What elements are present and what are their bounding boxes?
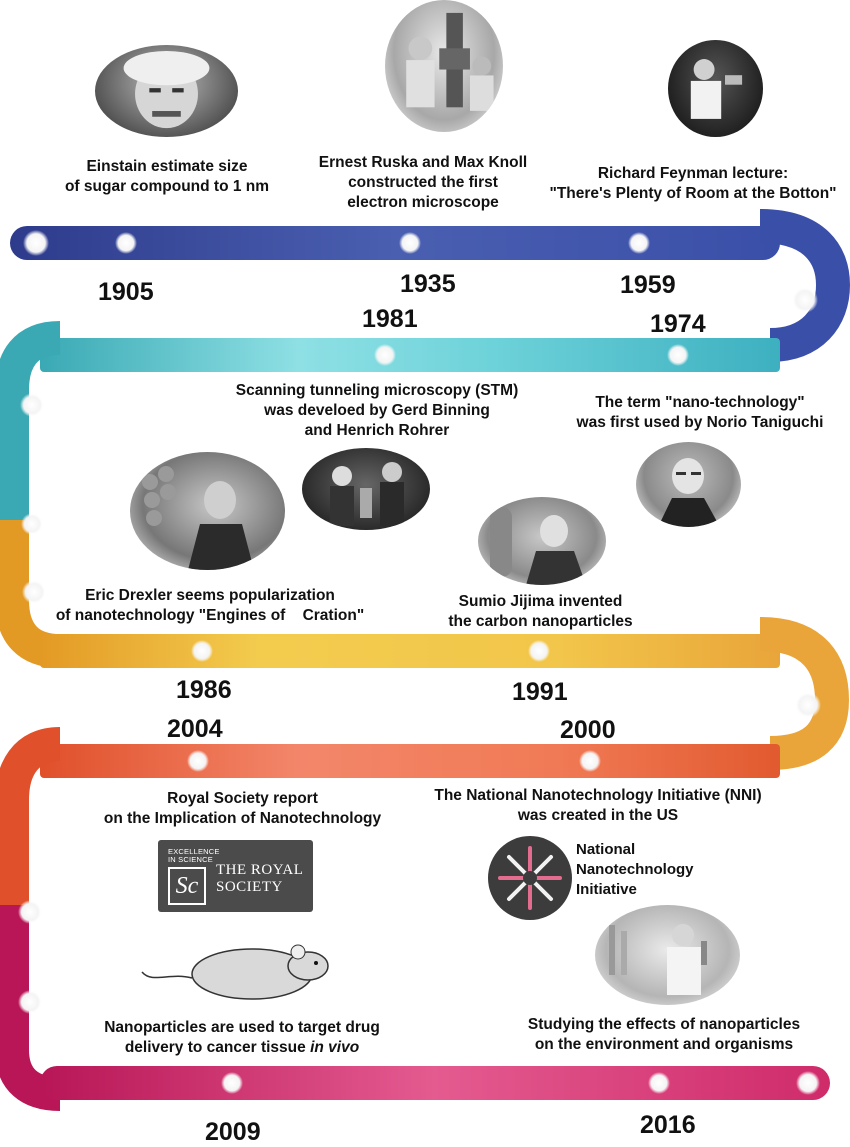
year-1986: 1986 — [176, 676, 232, 704]
iijima-photo — [478, 497, 606, 585]
dot-1935 — [399, 232, 421, 254]
royal-society-name: THE ROYAL SOCIETY — [216, 862, 304, 895]
dot-end — [796, 1071, 820, 1095]
dot-1991 — [528, 640, 550, 662]
ruska-knoll-photo — [385, 0, 503, 132]
dot-2004 — [187, 750, 209, 772]
caption-1986: Eric Drexler seems popularization of nano… — [55, 587, 365, 624]
year-1959: 1959 — [620, 271, 676, 299]
dot-turn-5 — [795, 692, 821, 718]
caption-1905: Einstain estimate size of sugar compound … — [64, 158, 270, 195]
binnig-rohrer-photo — [302, 448, 430, 530]
caption-1959: Richard Feynman lecture: "There's Plenty … — [549, 165, 837, 202]
year-2004: 2004 — [167, 715, 223, 743]
caption-1991: Sumio Jijima invented the carbon nanopart… — [448, 593, 633, 630]
dot-1905 — [115, 232, 137, 254]
royal-society-badge: EXCELLENCE IN SCIENCE — [168, 847, 220, 864]
einstein-photo — [95, 45, 238, 137]
caption-1974: The term "nano-technology" was first used… — [576, 394, 824, 431]
dot-turn-7 — [18, 990, 42, 1014]
dot-2000 — [579, 750, 601, 772]
lab-scientist-photo — [595, 905, 740, 1005]
dot-turn-3 — [21, 513, 43, 535]
caption-1981: Scanning tunneling microscopy (STM) was d… — [235, 382, 519, 439]
royal-society-seal: Sc — [168, 867, 206, 905]
year-1905: 1905 — [98, 278, 154, 306]
dot-1981 — [374, 344, 396, 366]
dot-turn-2 — [20, 393, 44, 417]
year-1974: 1974 — [650, 310, 706, 338]
year-2000: 2000 — [560, 716, 616, 744]
drexler-photo — [130, 452, 285, 570]
dot-turn-6 — [18, 900, 42, 924]
dot-start — [23, 230, 49, 256]
year-2016: 2016 — [640, 1111, 696, 1139]
year-1935: 1935 — [400, 270, 456, 298]
caption-2016: Studying the effects of nanoparticles on … — [527, 1016, 801, 1053]
feynman-photo — [668, 40, 763, 137]
caption-2009: Nanoparticles are used to target drug del… — [104, 1019, 380, 1056]
dot-1974 — [667, 344, 689, 366]
dot-turn-1 — [792, 287, 818, 313]
nni-logo-icon — [488, 836, 572, 920]
caption-2000: The National Nanotechnology Initiative (… — [434, 787, 762, 824]
nni-name: National Nanotechnology Initiative — [576, 841, 694, 898]
dot-turn-4 — [22, 580, 46, 604]
mouse-illustration — [140, 932, 340, 1012]
royal-society-logo: EXCELLENCE IN SCIENCE Sc THE ROYAL SOCIETY — [158, 840, 313, 912]
dot-2009 — [221, 1072, 243, 1094]
dot-2016 — [648, 1072, 670, 1094]
caption-2004: Royal Society report on the Implication o… — [103, 790, 382, 827]
taniguchi-photo — [636, 442, 741, 527]
year-1981: 1981 — [362, 305, 418, 333]
dot-1986 — [191, 640, 213, 662]
year-1991: 1991 — [512, 678, 568, 706]
dot-1959 — [628, 232, 650, 254]
year-2009: 2009 — [205, 1118, 261, 1146]
caption-1935: Ernest Ruska and Max Knoll constructed th… — [318, 154, 528, 211]
